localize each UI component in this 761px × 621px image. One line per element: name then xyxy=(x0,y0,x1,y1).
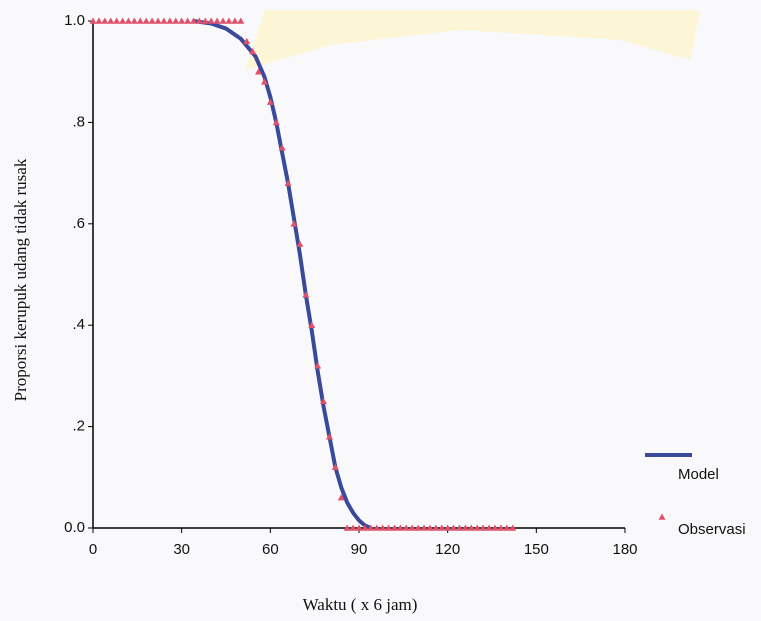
observation-point xyxy=(302,291,310,298)
x-tick-label: 150 xyxy=(524,541,549,558)
observation-point xyxy=(349,524,357,531)
observation-point xyxy=(89,17,97,24)
observation-point xyxy=(314,362,322,369)
y-tick-label: .6 xyxy=(72,215,85,232)
y-tick-label: .2 xyxy=(72,418,85,435)
observation-point xyxy=(479,524,487,531)
observation-point xyxy=(284,179,292,187)
observation-point xyxy=(390,524,398,531)
observation-point xyxy=(107,17,115,24)
observation-point xyxy=(473,524,481,531)
y-tick-label: 1.0 xyxy=(64,12,85,29)
observation-point xyxy=(219,17,227,24)
observation-point xyxy=(426,524,434,531)
x-tick-label: 0 xyxy=(89,541,97,558)
observation-point xyxy=(290,220,298,227)
observation-point xyxy=(343,524,351,531)
observation-point xyxy=(172,17,180,24)
x-tick-label: 180 xyxy=(612,541,637,558)
observation-point xyxy=(331,463,339,470)
x-tick-label: 60 xyxy=(262,541,279,558)
x-tick-label: 120 xyxy=(435,541,460,558)
observation-point xyxy=(213,17,221,24)
observation-point xyxy=(119,17,127,24)
observation-point xyxy=(266,98,274,105)
observation-point xyxy=(491,524,499,531)
observation-point xyxy=(402,524,410,531)
observation-point xyxy=(160,17,168,24)
observation-point xyxy=(438,524,446,531)
observation-point xyxy=(361,524,369,531)
observation-point xyxy=(296,240,304,247)
observation-point xyxy=(189,17,197,24)
observation-point xyxy=(178,17,186,24)
observation-point xyxy=(379,524,387,531)
observation-point xyxy=(231,17,239,24)
observation-point xyxy=(243,37,251,45)
x-tick-label: 90 xyxy=(351,541,368,558)
observation-point xyxy=(154,17,162,24)
observation-point xyxy=(148,17,156,24)
observation-point xyxy=(485,524,493,531)
observation-point xyxy=(255,68,263,75)
observation-point xyxy=(95,17,103,24)
model-line xyxy=(193,19,372,530)
observation-point xyxy=(142,17,150,24)
observation-point xyxy=(195,17,203,24)
observation-point xyxy=(124,17,132,24)
legend-label: Observasi xyxy=(678,521,746,538)
observation-point xyxy=(101,17,109,24)
observation-point xyxy=(113,17,121,24)
observation-point xyxy=(467,524,475,531)
observation-point xyxy=(225,17,233,24)
observation-point xyxy=(367,524,375,531)
observation-point xyxy=(408,524,416,531)
observation-point xyxy=(455,524,463,531)
observation-point xyxy=(396,524,404,531)
observation-point xyxy=(385,524,393,531)
observation-point xyxy=(337,494,345,501)
observation-point xyxy=(207,17,215,24)
observation-point xyxy=(260,78,268,85)
observation-point xyxy=(166,17,174,24)
observation-point xyxy=(373,524,381,531)
observation-point xyxy=(414,524,422,531)
observation-point xyxy=(184,17,192,24)
observation-point xyxy=(278,144,286,151)
observation-point xyxy=(272,118,280,126)
watermark xyxy=(245,10,700,70)
observation-point xyxy=(503,524,511,531)
observation-point xyxy=(201,17,209,24)
observation-point xyxy=(497,524,505,531)
observation-point xyxy=(325,433,333,440)
observation-point xyxy=(432,524,440,531)
observation-point xyxy=(130,17,138,24)
x-axis-label: Waktu ( x 6 jam) xyxy=(303,595,418,614)
y-tick-label: 0.0 xyxy=(64,519,85,536)
y-tick-label: .8 xyxy=(72,113,85,130)
legend-swatch xyxy=(658,513,666,520)
x-tick-label: 30 xyxy=(173,541,190,558)
observation-point xyxy=(461,524,469,531)
observation-point xyxy=(320,397,328,405)
observation-point xyxy=(308,321,316,328)
observation-point xyxy=(249,47,257,55)
observation-point xyxy=(509,524,517,531)
observation-point xyxy=(136,17,144,24)
observation-point xyxy=(355,524,363,531)
y-axis-label: Proporsi kerupuk udang tidak rusak xyxy=(11,158,30,401)
observation-point xyxy=(450,524,458,531)
legend-label: Model xyxy=(678,466,719,483)
y-tick-label: .4 xyxy=(72,316,85,333)
observation-point xyxy=(420,524,428,531)
observation-point xyxy=(237,17,245,24)
observation-point xyxy=(444,524,452,531)
